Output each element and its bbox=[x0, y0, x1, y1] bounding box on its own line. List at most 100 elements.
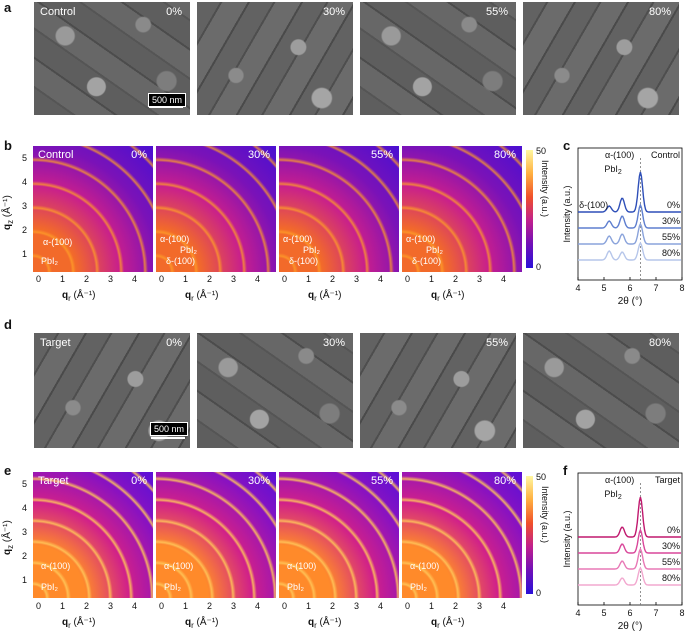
giwaxs-b-xlabel: qr (Å⁻¹) bbox=[185, 290, 219, 303]
giwaxs-image-b-30: 30% α-(100) PbI₂ δ-(100) bbox=[156, 146, 276, 272]
annotation-alpha: α-(100) bbox=[160, 234, 190, 244]
x-tick-label: 5 bbox=[601, 283, 606, 293]
sem-label-80: 80% bbox=[648, 6, 671, 18]
x-tick: 2 bbox=[207, 601, 213, 611]
sem-image-a-30: 30% bbox=[197, 2, 353, 115]
giwaxs-e-xlabel: qr (Å⁻¹) bbox=[185, 617, 219, 630]
annotation-pbi2: PbI₂ bbox=[426, 245, 444, 255]
giwaxs-image-e-55: 55% α-(100) PbI₂ bbox=[279, 472, 399, 598]
giwaxs-image-b-80: 80% α-(100) PbI₂ δ-(100) bbox=[402, 146, 522, 272]
y-tick-e-3: 3 bbox=[22, 527, 28, 537]
sem-label-30: 30% bbox=[322, 6, 345, 18]
x-tick: 0 bbox=[282, 274, 288, 284]
panel-label-b: b bbox=[4, 138, 12, 153]
x-tick: 0 bbox=[282, 601, 288, 611]
x-tick: 4 bbox=[501, 274, 507, 284]
x-tick: 3 bbox=[231, 274, 237, 284]
x-tick: 4 bbox=[255, 601, 261, 611]
y-tick-b-4: 4 bbox=[22, 177, 28, 187]
chart-f: 0% 30% 55% 80% Target α-(100) PbI2 4 5 6 7 8 2θ (°) I… bbox=[562, 472, 685, 632]
x-tick: 3 bbox=[354, 274, 360, 284]
giwaxs-image-e-0: Target 0% α-(100) PbI₂ bbox=[33, 472, 153, 598]
giwaxs-e-xlabel: qr (Å⁻¹) bbox=[62, 617, 96, 630]
scale-bar-label: 500 nm bbox=[148, 93, 187, 107]
x-tick-label: 6 bbox=[627, 283, 632, 293]
annotation-pbi2: PbI₂ bbox=[287, 582, 305, 592]
curve-label: 80% bbox=[662, 573, 680, 583]
sem-image-a-0: Control 0% 500 nm bbox=[34, 2, 190, 115]
x-tick: 1 bbox=[60, 274, 66, 284]
curve-label: 55% bbox=[662, 232, 680, 242]
annotation-alpha: α-(100) bbox=[41, 561, 71, 571]
x-tick: 1 bbox=[306, 274, 312, 284]
sem-label-target: Target bbox=[40, 337, 71, 349]
panel-label-a: a bbox=[4, 0, 12, 15]
x-axis-label: 2θ (°) bbox=[618, 296, 643, 307]
x-tick: 3 bbox=[231, 601, 237, 611]
annotation-pbi2: PbI₂ bbox=[164, 582, 182, 592]
series-line-55% bbox=[578, 222, 681, 245]
x-tick: 0 bbox=[36, 274, 42, 284]
series-line-80% bbox=[578, 566, 681, 586]
annotation-alpha: α-(100) bbox=[605, 475, 634, 485]
x-tick: 1 bbox=[429, 274, 435, 284]
annotation-pbi2: PbI₂ bbox=[41, 256, 59, 266]
giwaxs-label-control: Control bbox=[38, 149, 74, 161]
annotation-alpha: α-(100) bbox=[283, 234, 313, 244]
annotation-alpha: α-(100) bbox=[605, 150, 634, 160]
x-tick-label: 4 bbox=[575, 608, 580, 618]
x-tick: 1 bbox=[183, 274, 189, 284]
series-line-0% bbox=[578, 496, 681, 538]
x-axis-label: 2θ (°) bbox=[618, 621, 643, 632]
x-tick: 0 bbox=[405, 274, 411, 284]
panel-label-d: d bbox=[4, 317, 12, 332]
curve-label: 0% bbox=[667, 525, 680, 535]
x-tick: 4 bbox=[255, 274, 261, 284]
scale-bar-line bbox=[149, 106, 183, 108]
curve-label: 30% bbox=[662, 541, 680, 551]
giwaxs-b-xlabel: qr (Å⁻¹) bbox=[308, 290, 342, 303]
giwaxs-label-30: 30% bbox=[247, 149, 270, 161]
x-tick: 1 bbox=[429, 601, 435, 611]
x-tick: 2 bbox=[84, 601, 90, 611]
chart-title: Target bbox=[655, 475, 681, 485]
annotation-delta: δ-(100) bbox=[289, 256, 319, 266]
colorbar-e bbox=[526, 476, 533, 594]
scale-bar-line bbox=[151, 437, 185, 439]
series-line-30% bbox=[578, 203, 681, 229]
giwaxs-b-xlabel: qr (Å⁻¹) bbox=[62, 290, 96, 303]
giwaxs-image-b-55: 55% α-(100) PbI₂ δ-(100) bbox=[279, 146, 399, 272]
giwaxs-e-ylabel: qz (Å⁻¹) bbox=[2, 520, 15, 555]
y-tick-b-3: 3 bbox=[22, 201, 28, 211]
annotation-delta: δ-(100) bbox=[412, 256, 442, 266]
colorbar-b bbox=[526, 150, 533, 268]
x-tick: 3 bbox=[477, 601, 483, 611]
x-tick: 2 bbox=[330, 601, 336, 611]
giwaxs-label-55: 55% bbox=[370, 475, 393, 487]
x-tick: 4 bbox=[132, 274, 138, 284]
x-tick: 0 bbox=[36, 601, 42, 611]
series-line-55% bbox=[578, 547, 681, 570]
giwaxs-image-e-30: 30% α-(100) PbI₂ bbox=[156, 472, 276, 598]
annotation-pbi2: PbI₂ bbox=[303, 245, 321, 255]
sem-image-a-80: 80% bbox=[523, 2, 679, 115]
y-tick-b-2: 2 bbox=[22, 225, 28, 235]
giwaxs-label-80: 80% bbox=[493, 475, 516, 487]
curve-label: 0% bbox=[667, 200, 680, 210]
series-line-30% bbox=[578, 528, 681, 554]
x-tick-label: 7 bbox=[653, 608, 658, 618]
y-tick-e-2: 2 bbox=[22, 551, 28, 561]
x-tick-label: 6 bbox=[627, 608, 632, 618]
x-tick: 2 bbox=[453, 274, 459, 284]
sem-label-30: 30% bbox=[322, 337, 345, 349]
sem-image-a-55: 55% bbox=[360, 2, 516, 115]
x-tick: 2 bbox=[207, 274, 213, 284]
sem-label-0: 0% bbox=[166, 337, 182, 349]
x-tick: 1 bbox=[60, 601, 66, 611]
annotation-pbi2: PbI2 bbox=[604, 164, 622, 176]
x-tick-label: 4 bbox=[575, 283, 580, 293]
x-tick: 3 bbox=[477, 274, 483, 284]
annotation-delta: δ-(100) bbox=[166, 256, 196, 266]
giwaxs-label-0: 0% bbox=[131, 475, 147, 487]
x-tick-label: 8 bbox=[679, 608, 684, 618]
